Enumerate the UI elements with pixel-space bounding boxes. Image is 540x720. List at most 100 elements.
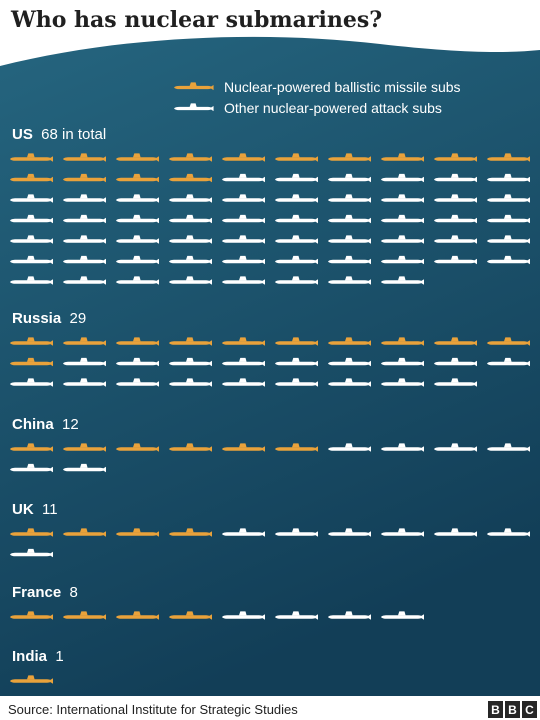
attack-sub-icon [116, 357, 159, 367]
attack-sub-icon [381, 255, 424, 265]
ballistic-sub-icon [116, 337, 159, 346]
attack-sub-icon [275, 528, 318, 537]
legend-label-attack: Other nuclear-powered attack subs [224, 100, 442, 116]
attack-sub-icon [169, 255, 212, 265]
attack-sub-icon [487, 214, 530, 224]
country-label: China 12 [12, 416, 79, 433]
attack-sub-icon [487, 357, 530, 367]
ballistic-sub-icon [10, 611, 53, 620]
attack-sub-icon [381, 528, 424, 537]
attack-sub-icon [222, 528, 265, 537]
country-label: US 68 in total [12, 126, 106, 143]
ballistic-sub-icon [63, 611, 106, 620]
attack-sub-icon [169, 214, 212, 224]
ballistic-sub-icon [63, 173, 106, 183]
bbc-logo-letter: B [488, 701, 503, 718]
attack-sub-icon [381, 443, 424, 452]
ballistic-sub-icon [328, 153, 371, 162]
attack-sub-icon [222, 378, 265, 387]
chart-title: Who has nuclear submarines? [11, 7, 383, 33]
ballistic-sub-icon [169, 337, 212, 346]
attack-sub-icon [487, 528, 530, 537]
ballistic-sub-icon [275, 443, 318, 452]
attack-sub-icon [381, 214, 424, 224]
attack-sub-icon [63, 463, 106, 473]
attack-sub-icon [116, 194, 159, 203]
attack-sub-icon [328, 378, 371, 387]
attack-sub-icon [381, 611, 424, 620]
attack-sub-icon [328, 357, 371, 367]
ballistic-sub-icon [116, 173, 159, 183]
ballistic-sub-icon [381, 337, 424, 346]
attack-sub-icon [63, 255, 106, 265]
attack-sub-icon [487, 443, 530, 452]
attack-sub-icon [275, 194, 318, 203]
attack-sub-icon [116, 235, 159, 244]
attack-sub-icon [116, 214, 159, 224]
attack-sub-icon [381, 173, 424, 183]
country-label: India 1 [12, 648, 64, 665]
ballistic-sub-icon [434, 153, 477, 162]
ballistic-sub-icon [328, 337, 371, 346]
attack-sub-icon [116, 276, 159, 285]
country-label: Russia 29 [12, 310, 86, 327]
attack-sub-icon [434, 528, 477, 537]
ballistic-sub-icon [275, 153, 318, 162]
ballistic-sub-icon [275, 337, 318, 346]
ballistic-sub-icon [10, 153, 53, 162]
ballistic-sub-icon [169, 611, 212, 620]
ballistic-sub-icon [116, 611, 159, 620]
legend-swatch-attack [174, 103, 214, 112]
attack-sub-icon [434, 235, 477, 244]
ballistic-sub-icon [487, 153, 530, 162]
attack-sub-icon [222, 255, 265, 265]
attack-sub-icon [328, 276, 371, 285]
attack-sub-icon [328, 443, 371, 452]
ballistic-sub-icon [10, 528, 53, 537]
attack-sub-icon [10, 463, 53, 473]
attack-sub-icon [63, 214, 106, 224]
ballistic-sub-icon [63, 337, 106, 346]
attack-sub-icon [328, 173, 371, 183]
ballistic-sub-icon [169, 173, 212, 183]
attack-sub-icon [116, 255, 159, 265]
attack-sub-icon [169, 276, 212, 285]
ballistic-sub-icon [10, 337, 53, 346]
ballistic-sub-icon [63, 443, 106, 452]
country-label: France 8 [12, 584, 78, 601]
attack-sub-icon [487, 194, 530, 203]
ballistic-sub-icon [381, 153, 424, 162]
attack-sub-icon [222, 357, 265, 367]
ballistic-sub-icon [434, 337, 477, 346]
bbc-logo-letter: B [505, 701, 520, 718]
attack-sub-icon [222, 276, 265, 285]
ballistic-sub-icon [222, 337, 265, 346]
attack-sub-icon [222, 194, 265, 203]
attack-sub-icon [328, 255, 371, 265]
attack-sub-icon [275, 173, 318, 183]
ballistic-sub-icon [63, 528, 106, 537]
attack-sub-icon [275, 214, 318, 224]
attack-sub-icon [434, 194, 477, 203]
attack-sub-icon [328, 214, 371, 224]
attack-sub-icon [434, 214, 477, 224]
attack-sub-icon [381, 194, 424, 203]
ballistic-sub-icon [169, 153, 212, 162]
ballistic-sub-icon [487, 337, 530, 346]
attack-sub-icon [169, 378, 212, 387]
attack-sub-icon [487, 173, 530, 183]
ballistic-sub-icon [222, 443, 265, 452]
attack-sub-icon [63, 276, 106, 285]
attack-sub-icon [169, 235, 212, 244]
ballistic-sub-icon [116, 528, 159, 537]
legend-swatch-ballistic [174, 82, 214, 91]
attack-sub-icon [487, 255, 530, 265]
country-label: UK 11 [12, 501, 58, 518]
attack-sub-icon [63, 235, 106, 244]
attack-sub-icon [328, 528, 371, 537]
attack-sub-icon [222, 173, 265, 183]
bbc-logo-letter: C [522, 701, 537, 718]
ballistic-sub-icon [10, 443, 53, 452]
